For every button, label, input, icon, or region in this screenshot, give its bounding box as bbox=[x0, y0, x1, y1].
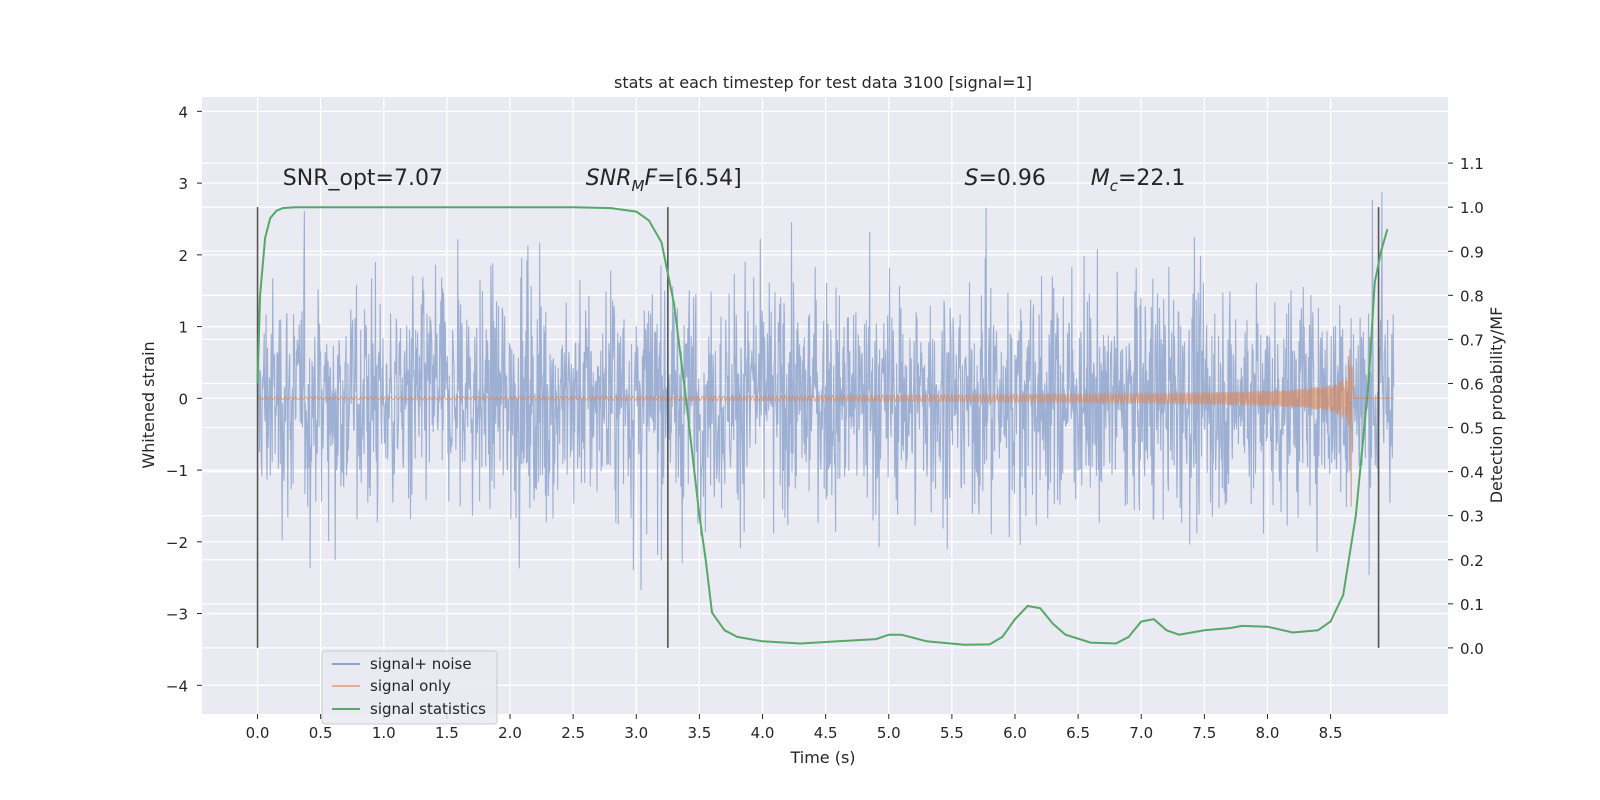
y2-tick-label: 0.9 bbox=[1460, 243, 1484, 261]
annotation-overlap: S=0.96 bbox=[964, 166, 1045, 191]
y2-tick-label: 0.2 bbox=[1460, 552, 1484, 570]
y-axis-ticks: 4 3 2 1 0 −1 −2 −3 −4 bbox=[166, 103, 202, 695]
x-tick-label: 5.5 bbox=[940, 724, 964, 742]
signal-noise-line bbox=[256, 192, 1395, 591]
y-tick-label: 3 bbox=[178, 175, 188, 193]
annotation-part: F bbox=[644, 166, 657, 191]
legend-label-signal-only: signal only bbox=[370, 677, 451, 695]
annotation-part: M bbox=[631, 177, 644, 195]
x-tick-label: 8.5 bbox=[1319, 724, 1343, 742]
x-tick-label: 7.0 bbox=[1129, 724, 1153, 742]
annotation-part: SNR_opt= bbox=[283, 166, 394, 191]
y-tick-label: 0 bbox=[178, 390, 188, 408]
y-tick-label: 2 bbox=[178, 247, 188, 265]
y2-tick-label: 0.4 bbox=[1460, 464, 1484, 482]
y-tick-label: 4 bbox=[178, 103, 188, 121]
signal-statistics-series bbox=[256, 206, 1389, 646]
y2-tick-label: 0.6 bbox=[1460, 375, 1484, 393]
x-axis-label: Time (s) bbox=[789, 748, 855, 767]
annotation-part: =0.96 bbox=[978, 166, 1045, 191]
signal-only-series bbox=[257, 349, 1394, 507]
y2-tick-label: 0.1 bbox=[1460, 596, 1484, 614]
x-tick-label: 7.5 bbox=[1192, 724, 1216, 742]
chart-title: stats at each timestep for test data 310… bbox=[614, 73, 1032, 92]
x-tick-label: 5.0 bbox=[877, 724, 901, 742]
signal-statistics-line bbox=[256, 206, 1389, 646]
y2-tick-label: 0.5 bbox=[1460, 420, 1484, 438]
legend-label-signal-noise: signal+ noise bbox=[370, 655, 472, 673]
annotation-part: SNR bbox=[586, 166, 632, 191]
y2-tick-label: 1.1 bbox=[1460, 155, 1484, 173]
y-tick-label: 1 bbox=[178, 319, 188, 337]
annotation-part: =22.1 bbox=[1118, 166, 1185, 191]
annotation-part: =[6.54] bbox=[657, 166, 742, 191]
y2-axis-label: Detection probability/MF bbox=[1487, 307, 1506, 504]
signal-only-line bbox=[257, 349, 1394, 507]
x-tick-label: 2.5 bbox=[561, 724, 585, 742]
legend: signal+ noise signal only signal statist… bbox=[321, 650, 498, 725]
stat-annotations: SNR_opt=7.07 SNRMF=[6.54] S=0.96 Mc=22.1 bbox=[283, 166, 1186, 195]
x-tick-label: 0.0 bbox=[246, 724, 270, 742]
y-axis-label: Whitened strain bbox=[139, 341, 158, 468]
x-axis-ticks: 0.0 0.5 1.0 1.5 2.0 2.5 3.0 3.5 4.0 4.5 5.0 5.5 6.0 6… bbox=[246, 714, 1343, 742]
x-tick-label: 2.0 bbox=[498, 724, 522, 742]
annotation-part: 7.07 bbox=[394, 166, 443, 191]
y2-tick-label: 0.7 bbox=[1460, 331, 1484, 349]
y-tick-label: −1 bbox=[166, 462, 188, 480]
annotation-part: S bbox=[964, 166, 978, 191]
x-tick-label: 3.5 bbox=[687, 724, 711, 742]
x-tick-label: 3.0 bbox=[624, 724, 648, 742]
x-tick-label: 0.5 bbox=[309, 724, 333, 742]
annotation-chirp_mass: Mc=22.1 bbox=[1091, 166, 1186, 195]
y2-axis-ticks: 1.1 1.0 0.9 0.8 0.7 0.6 0.5 0.4 0.3 0.2 0.1 0.0 bbox=[1448, 155, 1484, 658]
segment-markers bbox=[256, 207, 1380, 648]
x-tick-label: 6.5 bbox=[1066, 724, 1090, 742]
y2-tick-label: 1.0 bbox=[1460, 199, 1484, 217]
x-tick-label: 4.0 bbox=[751, 724, 775, 742]
x-tick-label: 4.5 bbox=[814, 724, 838, 742]
y2-tick-label: 0.0 bbox=[1460, 640, 1484, 658]
annotation-snr_opt: SNR_opt=7.07 bbox=[283, 166, 443, 191]
x-tick-label: 1.0 bbox=[372, 724, 396, 742]
annotation-part: M bbox=[1091, 166, 1110, 191]
signal-noise-series bbox=[256, 192, 1395, 591]
x-tick-label: 6.0 bbox=[1003, 724, 1027, 742]
y-tick-label: −2 bbox=[166, 534, 188, 552]
legend-label-signal-statistics: signal statistics bbox=[370, 700, 486, 718]
legend-box bbox=[321, 650, 498, 725]
y-tick-label: −3 bbox=[166, 606, 188, 624]
y2-tick-label: 0.8 bbox=[1460, 287, 1484, 305]
annotation-snr_mf: SNRMF=[6.54] bbox=[586, 166, 742, 195]
y2-tick-label: 0.3 bbox=[1460, 508, 1484, 526]
x-tick-label: 1.5 bbox=[435, 724, 459, 742]
y-tick-label: −4 bbox=[166, 677, 188, 695]
annotation-part: c bbox=[1110, 177, 1119, 195]
x-tick-label: 8.0 bbox=[1256, 724, 1280, 742]
